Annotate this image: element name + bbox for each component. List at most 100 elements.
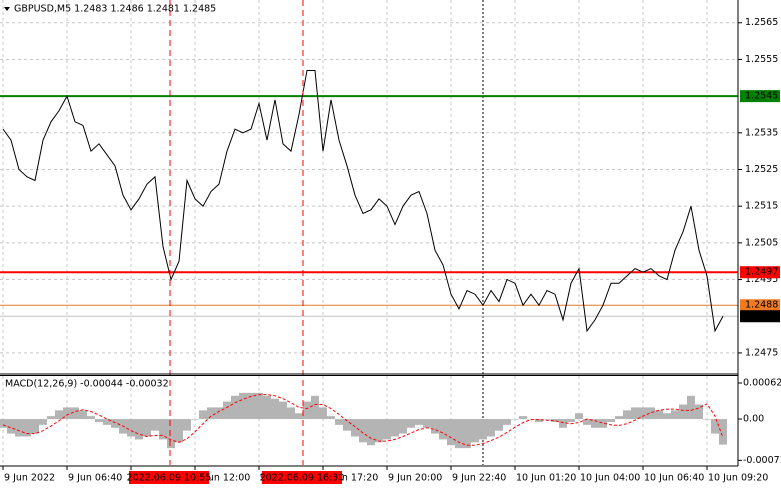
macd-bar	[335, 419, 343, 425]
x-tick-label: 10 Jun 04:00	[580, 473, 640, 484]
macd-bar	[719, 419, 727, 445]
macd-bar	[95, 419, 103, 422]
macd-bar	[391, 419, 399, 437]
macd-bar	[127, 419, 135, 437]
macd-bar	[399, 419, 407, 434]
macd-bar	[511, 419, 519, 420]
y-tick-label: 1.2495	[745, 274, 778, 285]
macd-bar	[615, 416, 623, 420]
macd-bar	[175, 419, 183, 443]
menu-triangle	[4, 7, 10, 11]
macd-bar	[471, 419, 479, 443]
macd-tick-label: -0.00071	[743, 455, 781, 466]
macd-bar	[607, 419, 615, 422]
macd-bar	[543, 419, 551, 420]
x-tick-label: 10 Jun 09:20	[708, 473, 768, 484]
macd-bar	[591, 419, 599, 428]
macd-bar	[79, 410, 87, 420]
macd-bar	[535, 419, 543, 422]
macd-bar	[143, 419, 151, 437]
x-tick-label: 9 Jun 20:00	[388, 473, 442, 484]
macd-bar	[279, 401, 287, 420]
x-tick-label: 10 Jun 01:20	[516, 473, 576, 484]
macd-bar	[231, 395, 239, 420]
x-tick-label: 9 Jun 06:40	[68, 473, 122, 484]
macd-bar	[39, 419, 47, 425]
macd-bar	[711, 419, 719, 434]
macd-bar	[431, 419, 439, 434]
macd-bar	[447, 419, 455, 446]
signal-line	[2, 394, 724, 446]
macd-bar	[687, 395, 695, 420]
chart-title: GBPUSD,M5 1.2483 1.2486 1.2481 1.2485	[14, 4, 216, 15]
macd-bar	[567, 419, 575, 422]
macd-bar	[7, 419, 15, 434]
macd-bar	[263, 395, 271, 420]
price-label: 1.2497	[745, 267, 778, 278]
macd-bar	[239, 392, 247, 420]
macd-bar	[351, 419, 359, 437]
macd-bar	[383, 419, 391, 440]
macd-bar	[0, 419, 7, 428]
price-label: 1.2485	[745, 311, 778, 322]
macd-bar	[63, 407, 71, 420]
price-label: 1.2488	[745, 300, 778, 311]
macd-bar	[111, 419, 119, 428]
macd-bar	[343, 419, 351, 431]
price-label: 1.2545	[745, 91, 778, 102]
macd-bar	[87, 416, 95, 420]
macd-tick-label: 0.00062	[743, 377, 781, 388]
x-tick-label: 9 Jun 2022	[4, 473, 55, 484]
macd-bar	[415, 419, 423, 425]
y-tick-label: 1.2525	[745, 164, 778, 175]
x-tick-label: 9 Jun 22:40	[452, 473, 506, 484]
price-label-box	[740, 90, 780, 103]
macd-bar	[199, 410, 207, 420]
macd-bar	[183, 419, 191, 431]
macd-bar	[271, 398, 279, 420]
macd-bar	[327, 416, 335, 420]
macd-bar	[303, 401, 311, 420]
macd-tick-label: 0.00	[743, 414, 764, 425]
macd-bar	[559, 419, 567, 428]
macd-bar	[455, 419, 463, 449]
macd-bar	[495, 419, 503, 431]
macd-bar	[31, 419, 39, 434]
macd-bar	[191, 419, 199, 420]
macd-bar	[599, 419, 607, 428]
macd-bar	[647, 407, 655, 420]
x-tick-label: 9 Jun 12:00	[196, 473, 250, 484]
macd-bar	[319, 407, 327, 420]
y-tick-label: 1.2565	[745, 17, 778, 28]
x-tick-label: 9 Jun 17:20	[324, 473, 378, 484]
indicator-title: MACD(12,26,9) -0.00044 -0.00032	[5, 379, 169, 390]
marker-label-box	[129, 471, 209, 484]
macd-bar	[663, 413, 671, 420]
y-tick-label: 1.2555	[745, 54, 778, 65]
macd-bar	[223, 401, 231, 420]
macd-bar	[207, 407, 215, 420]
macd-bar	[439, 419, 447, 440]
macd-bar	[703, 419, 711, 420]
macd-bar	[103, 419, 111, 425]
price-label-box	[740, 310, 780, 323]
macd-bar	[551, 419, 559, 422]
marker-label-box	[262, 471, 342, 484]
macd-bar	[159, 419, 167, 440]
macd-bar	[583, 419, 591, 425]
macd-bar	[367, 419, 375, 446]
marker-label: 2022.06.09 10:55	[127, 473, 212, 484]
macd-bar	[639, 407, 647, 420]
macd-bar	[135, 419, 143, 440]
macd-bar	[631, 407, 639, 420]
y-tick-label: 1.2475	[745, 347, 778, 358]
x-tick-label: 10 Jun 06:40	[644, 473, 704, 484]
y-tick-label: 1.2535	[745, 127, 778, 138]
macd-bar	[47, 416, 55, 420]
macd-bar	[407, 419, 415, 428]
macd-bar	[375, 419, 383, 443]
macd-bar	[695, 404, 703, 420]
macd-bar	[311, 395, 319, 420]
y-tick-label: 1.2515	[745, 201, 778, 212]
